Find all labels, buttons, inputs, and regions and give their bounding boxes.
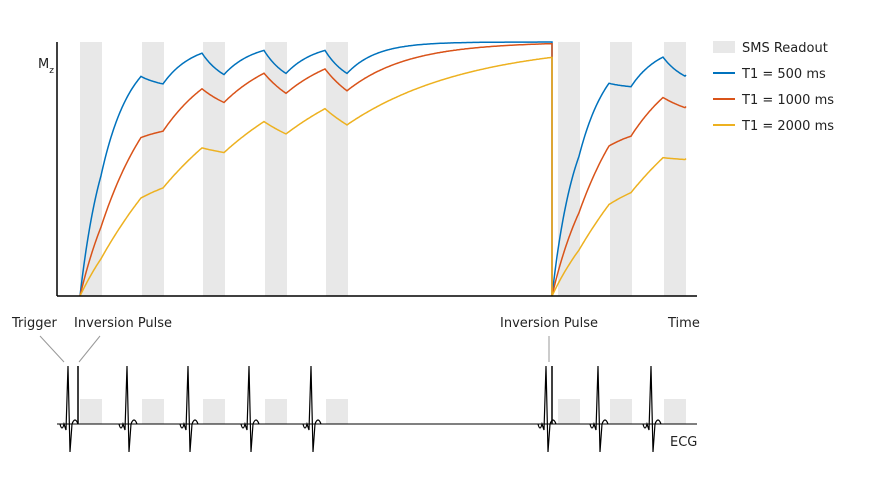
readout-band: [664, 399, 686, 424]
readout-band: [80, 399, 102, 424]
axis-label: Mz: [38, 57, 54, 76]
readout-band: [610, 399, 632, 424]
qrs-complex: [118, 365, 138, 453]
readout-band: [664, 42, 686, 296]
pointer: [39, 335, 65, 363]
annotation: Inversion Pulse: [74, 316, 172, 331]
readout-band: [142, 42, 164, 296]
readout-band: [558, 399, 580, 424]
readout-band: [203, 399, 225, 424]
magnetization-curve: [79, 41, 687, 297]
readout-band: [326, 42, 348, 296]
magnetization-curve: [79, 56, 687, 297]
qrs-complex: [302, 365, 322, 453]
magnetization-curve: [79, 42, 687, 297]
readout-band: [265, 399, 287, 424]
axis-label-main: M: [38, 57, 49, 72]
ecg: [57, 365, 697, 453]
readout-band: [326, 399, 348, 424]
readout-band: [80, 42, 102, 296]
legend-label: T1 = 500 ms: [741, 67, 826, 82]
readout-band: [203, 42, 225, 296]
readout-band: [142, 399, 164, 424]
legend-label: SMS Readout: [742, 41, 828, 56]
legend: SMS Readout T1 = 500 ms T1 = 1000 ms T1 = 2…: [713, 41, 834, 134]
qrs-complex: [59, 365, 79, 453]
legend-swatch: [713, 41, 735, 53]
legend-label: T1 = 1000 ms: [741, 93, 834, 108]
readout-band: [610, 42, 632, 296]
readout-band: [265, 42, 287, 296]
legend-label: T1 = 2000 ms: [741, 119, 834, 134]
annotation: Time: [667, 316, 700, 331]
annotation: ECG: [670, 435, 697, 450]
axis-label-sub: z: [49, 66, 54, 76]
qrs-complex: [240, 365, 260, 453]
annotation: Trigger: [11, 316, 57, 331]
qrs-complex: [537, 365, 557, 453]
qrs-complex: [642, 365, 662, 453]
qrs-complex: [589, 365, 609, 453]
readout-band: [558, 42, 580, 296]
pointer: [78, 335, 101, 363]
qrs-complex: [179, 365, 199, 453]
readout-bands: [80, 42, 686, 296]
curves: [79, 41, 687, 297]
annotation: Inversion Pulse: [500, 316, 598, 331]
